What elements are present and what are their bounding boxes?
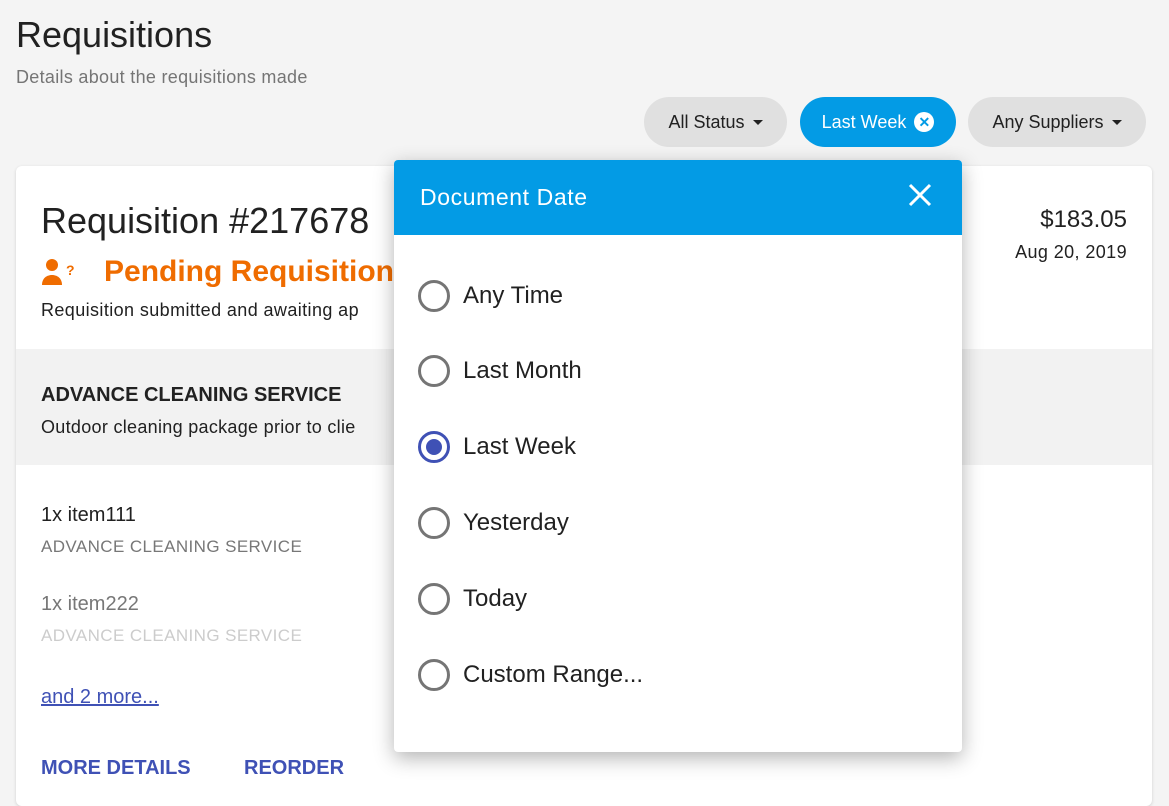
radio-unchecked-icon[interactable] [418, 355, 450, 387]
document-date-dialog: Document Date Any Time Last Month Last W… [394, 160, 962, 752]
supplier-name: ADVANCE CLEANING SERVICE [41, 384, 342, 406]
option-label: Last Month [463, 357, 582, 384]
dialog-header: Document Date [394, 160, 962, 235]
caret-down-icon [752, 119, 763, 125]
option-last-month[interactable]: Last Month [418, 355, 582, 387]
close-icon[interactable] [908, 183, 932, 212]
option-label: Any Time [463, 282, 564, 309]
option-label: Last Week [463, 433, 576, 460]
option-custom-range[interactable]: Custom Range... [418, 659, 643, 691]
status-label: Pending Requisition [104, 255, 394, 288]
radio-unchecked-icon[interactable] [418, 659, 450, 691]
suppliers-filter-label: Any Suppliers [992, 111, 1104, 132]
radio-checked-icon[interactable] [418, 431, 450, 463]
radio-unchecked-icon[interactable] [418, 583, 450, 615]
option-label: Today [463, 585, 528, 612]
more-items-link[interactable]: and 2 more... [41, 686, 159, 708]
requisition-title: Requisition #217678 [41, 200, 370, 241]
date-filter-chip[interactable]: Last Week ✕ [800, 97, 956, 147]
item-supplier: ADVANCE CLEANING SERVICE [41, 537, 303, 556]
option-label: Custom Range... [463, 661, 644, 688]
option-today[interactable]: Today [418, 583, 527, 615]
supplier-description: Outdoor cleaning package prior to clie [41, 417, 356, 437]
item-name: 1x item222 [41, 593, 139, 615]
caret-down-icon [1111, 119, 1122, 125]
dialog-title: Document Date [420, 184, 588, 210]
more-details-button[interactable]: MORE DETAILS [41, 757, 191, 779]
option-yesterday[interactable]: Yesterday [418, 507, 569, 539]
page-title: Requisitions [16, 14, 213, 55]
item-name: 1x item111 [41, 504, 136, 526]
option-label: Yesterday [463, 509, 569, 536]
clear-circle-icon[interactable]: ✕ [914, 112, 935, 132]
svg-text:?: ? [66, 262, 75, 278]
reorder-button[interactable]: REORDER [244, 757, 345, 779]
item-supplier: ADVANCE CLEANING SERVICE [41, 626, 303, 645]
status-description: Requisition submitted and awaiting ap [41, 300, 359, 320]
radio-unchecked-icon[interactable] [418, 507, 450, 539]
page-subtitle: Details about the requisitions made [16, 67, 308, 87]
date-filter-label: Last Week [821, 111, 907, 132]
requisition-price: $183.05 [1040, 206, 1127, 233]
requisition-date: Aug 20, 2019 [1015, 242, 1127, 262]
option-any-time[interactable]: Any Time [418, 280, 563, 312]
status-filter-chip[interactable]: All Status [644, 97, 787, 147]
suppliers-filter-chip[interactable]: Any Suppliers [968, 97, 1146, 147]
radio-unchecked-icon[interactable] [418, 280, 450, 312]
status-filter-label: All Status [668, 111, 745, 132]
person-question-icon: ? [42, 258, 78, 291]
option-last-week[interactable]: Last Week [418, 431, 576, 463]
